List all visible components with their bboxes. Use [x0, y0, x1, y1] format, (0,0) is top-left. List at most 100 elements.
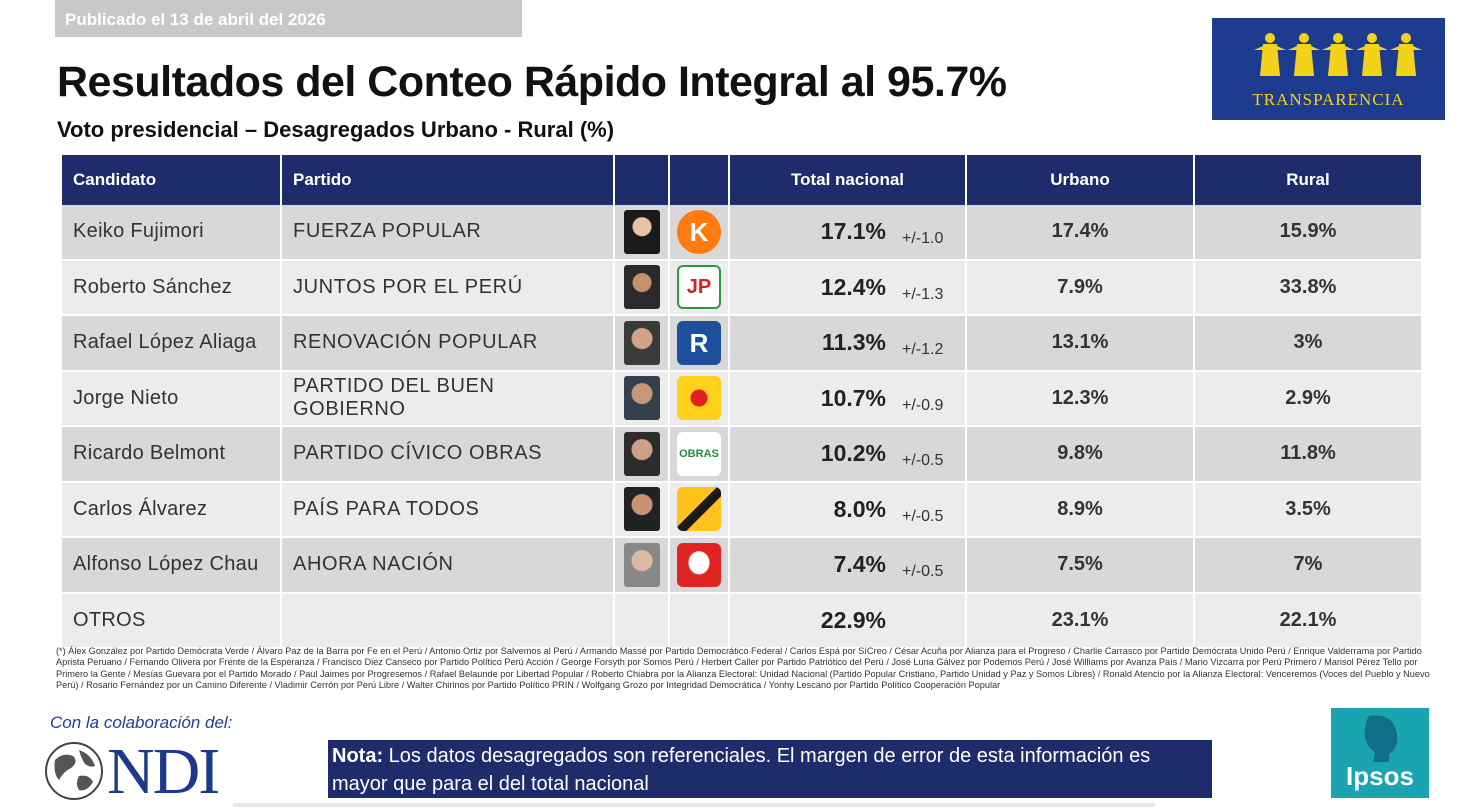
- transparencia-figures-icon: [1254, 33, 1422, 76]
- renovacion-popular-r-icon: R: [677, 320, 721, 365]
- ndi-logo: NDI: [43, 735, 259, 808]
- margin-of-error: +/-0.5: [902, 507, 944, 525]
- party-logo: [669, 537, 730, 594]
- published-date-banner: Publicado el 13 de abril del 2026: [55, 0, 522, 37]
- party-name: PAÍS PARA TODOS: [281, 481, 615, 538]
- pais-para-todos-road-icon: [677, 487, 721, 532]
- candidate-photo: [614, 205, 670, 261]
- candidate-photo: [614, 426, 670, 483]
- transparencia-logo: TRANSPARENCIA: [1212, 18, 1445, 120]
- party-name: JUNTOS POR EL PERÚ: [281, 259, 615, 316]
- rural-value: 33.8%: [1194, 259, 1423, 316]
- table-row: Keiko Fujimori FUERZA POPULAR K 17.1% +/-…: [62, 205, 1423, 261]
- candidate-photo: [614, 259, 670, 316]
- header-urban: Urbano: [966, 155, 1195, 205]
- total-value: 10.7%: [820, 384, 886, 411]
- rural-value: 15.9%: [1194, 205, 1423, 261]
- candidate-photo: [614, 315, 670, 372]
- candidate-name: Carlos Álvarez: [62, 481, 282, 538]
- others-label: OTROS: [62, 592, 282, 649]
- total-value: 17.1%: [820, 218, 886, 245]
- candidate-photo-icon: [623, 376, 660, 421]
- candidate-photo: [614, 370, 670, 427]
- party-name: FUERZA POPULAR: [281, 205, 615, 261]
- page-title: Resultados del Conteo Rápido Integral al…: [57, 58, 1007, 106]
- urban-value: 17.4%: [966, 205, 1195, 261]
- others-logo-empty: [669, 592, 730, 649]
- party-logo: OBRAS: [669, 426, 730, 483]
- header-party: Partido: [281, 155, 615, 205]
- table-row: Jorge Nieto PARTIDO DEL BUEN GOBIERNO 10…: [62, 370, 1423, 427]
- candidate-name: Rafael López Aliaga: [62, 315, 282, 372]
- total-national: 12.4% +/-1.3: [729, 259, 967, 316]
- party-logo: R: [669, 315, 730, 372]
- rural-value: 7%: [1194, 537, 1423, 594]
- obras-logo-icon: OBRAS: [677, 431, 721, 476]
- party-name: PARTIDO CÍVICO OBRAS: [281, 426, 615, 483]
- candidate-name: Jorge Nieto: [62, 370, 282, 427]
- ipsos-head-icon: [1364, 715, 1398, 762]
- candidate-photo-icon: [623, 265, 660, 310]
- rural-value: 3%: [1194, 315, 1423, 372]
- header-candidate: Candidato: [62, 155, 282, 205]
- table-row: Alfonso López Chau AHORA NACIÓN 7.4% +/-0…: [62, 537, 1423, 594]
- total-national: 17.1% +/-1.0: [729, 205, 967, 261]
- party-name: AHORA NACIÓN: [281, 537, 615, 594]
- rural-value: 2.9%: [1194, 370, 1423, 427]
- candidate-photo: [614, 537, 670, 594]
- total-value: 7.4%: [833, 551, 886, 578]
- urban-value: 7.9%: [966, 259, 1195, 316]
- header-rural: Rural: [1194, 155, 1423, 205]
- candidate-name: Ricardo Belmont: [62, 426, 282, 483]
- footnote-other-candidates: (*) Álex González por Partido Demócrata …: [56, 646, 1430, 691]
- candidate-name: Roberto Sánchez: [62, 259, 282, 316]
- total-national: 11.3% +/-1.2: [729, 315, 967, 372]
- note-label: Nota:: [332, 745, 384, 767]
- ipsos-logo-text: Ipsos: [1346, 761, 1414, 791]
- candidate-photo-icon: [623, 320, 660, 365]
- rural-value: 22.1%: [1194, 592, 1423, 649]
- total-value: 11.3%: [822, 329, 886, 356]
- candidate-photo-icon: [623, 431, 660, 476]
- page-subtitle: Voto presidencial – Desagregados Urbano …: [57, 117, 615, 142]
- candidate-name: Alfonso López Chau: [62, 537, 282, 594]
- table-row-others: OTROS 22.9% 23.1% 22.1%: [62, 592, 1423, 649]
- total-value: 10.2%: [820, 440, 886, 467]
- table-row: Rafael López Aliaga RENOVACIÓN POPULAR R…: [62, 315, 1423, 372]
- note-text: Los datos desagregados son referenciales…: [332, 745, 1151, 795]
- party-name: PARTIDO DEL BUEN GOBIERNO: [281, 370, 615, 427]
- urban-value: 8.9%: [966, 481, 1195, 538]
- total-national: 10.7% +/-0.9: [729, 370, 967, 427]
- fuerza-popular-k-icon: K: [677, 209, 721, 254]
- margin-of-error: +/-0.5: [902, 563, 944, 581]
- bottom-divider: [233, 803, 1155, 807]
- header-photo: [614, 155, 670, 205]
- margin-of-error: +/-1.2: [902, 341, 944, 359]
- table-row: Ricardo Belmont PARTIDO CÍVICO OBRAS OBR…: [62, 426, 1423, 483]
- total-value: 12.4%: [820, 273, 886, 300]
- urban-value: 9.8%: [966, 426, 1195, 483]
- ahora-nacion-helmet-icon: [677, 542, 721, 587]
- table-row: Roberto Sánchez JUNTOS POR EL PERÚ JP 12…: [62, 259, 1423, 316]
- results-table: Candidato Partido Total nacional Urbano …: [62, 155, 1423, 649]
- margin-of-error: +/-0.5: [902, 452, 944, 470]
- table-row: Carlos Álvarez PAÍS PARA TODOS 8.0% +/-0.…: [62, 481, 1423, 538]
- urban-value: 23.1%: [966, 592, 1195, 649]
- ipsos-logo: Ipsos: [1331, 708, 1429, 798]
- party-name: RENOVACIÓN POPULAR: [281, 315, 615, 372]
- candidate-photo: [614, 481, 670, 538]
- transparencia-logo-text: TRANSPARENCIA: [1252, 90, 1405, 109]
- total-national: 22.9%: [729, 592, 967, 649]
- party-logo: JP: [669, 259, 730, 316]
- urban-value: 13.1%: [966, 315, 1195, 372]
- header-total: Total nacional: [729, 155, 967, 205]
- candidate-photo-icon: [623, 209, 660, 254]
- total-value: 22.9%: [820, 606, 886, 633]
- others-party-empty: [281, 592, 615, 649]
- total-value: 8.0%: [833, 495, 886, 522]
- others-photo-empty: [614, 592, 670, 649]
- total-national: 7.4% +/-0.5: [729, 537, 967, 594]
- margin-of-error: +/-0.9: [902, 396, 944, 414]
- candidate-photo-icon: [623, 542, 660, 587]
- globe-icon: [45, 742, 103, 800]
